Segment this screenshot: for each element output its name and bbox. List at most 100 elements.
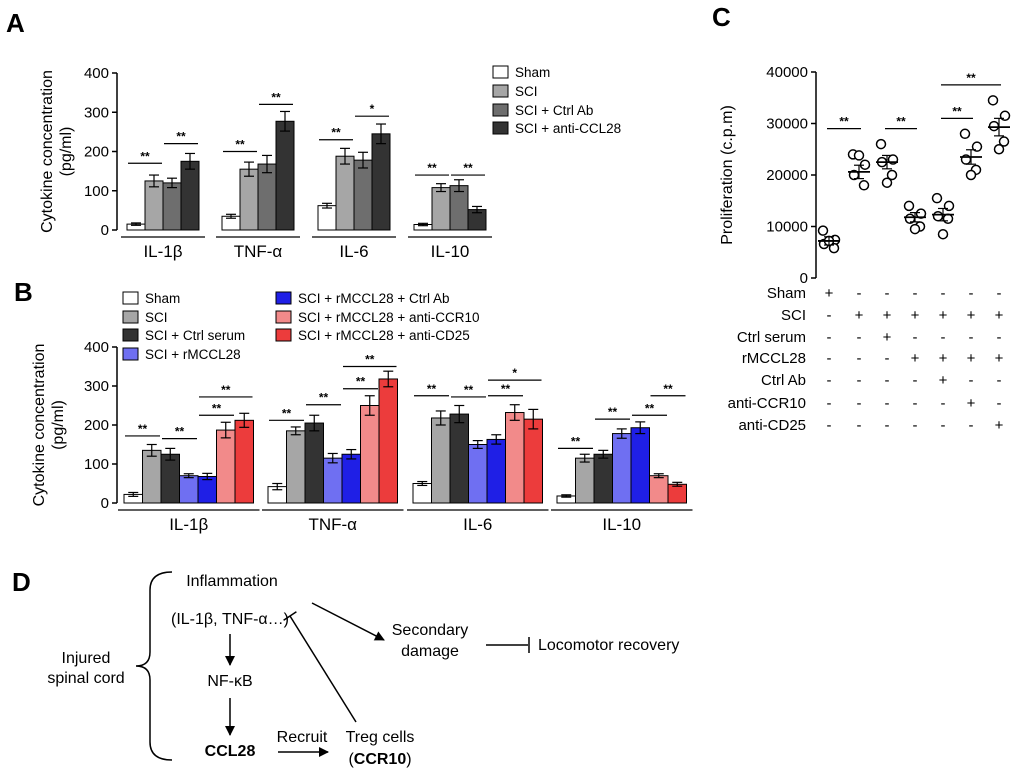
significance-label: ** bbox=[966, 71, 976, 85]
y-tick-label: 200 bbox=[84, 417, 109, 434]
y-tick-label: 0 bbox=[101, 222, 109, 239]
significance-label: ** bbox=[140, 149, 150, 163]
category-label: IL-6 bbox=[463, 515, 492, 534]
table-cell: - bbox=[913, 395, 918, 412]
bar bbox=[449, 185, 469, 231]
treg-ccr10-label: (CCR10) bbox=[348, 751, 411, 768]
bar bbox=[505, 412, 525, 504]
category-label: TNF-α bbox=[308, 515, 357, 534]
data-point bbox=[937, 228, 949, 240]
table-cell: + bbox=[825, 285, 834, 302]
data-point bbox=[909, 223, 921, 235]
injured-label-line1: Injured bbox=[62, 650, 111, 667]
legend-label: Sham bbox=[515, 65, 550, 80]
data-point bbox=[858, 180, 870, 191]
table-cell: + bbox=[995, 350, 1004, 367]
significance-label: ** bbox=[176, 130, 186, 144]
significance-label: ** bbox=[663, 382, 673, 396]
significance-label: ** bbox=[645, 401, 655, 415]
secondary-label-line1: Secondary bbox=[392, 622, 469, 639]
bar bbox=[575, 457, 595, 504]
table-row-label: anti-CCR10 bbox=[728, 395, 806, 412]
table-cell: + bbox=[911, 307, 920, 324]
y-tick-label: 300 bbox=[84, 378, 109, 395]
significance-label: ** bbox=[221, 383, 231, 397]
legend-label: SCI + Ctrl Ab bbox=[515, 103, 593, 118]
significance-label: ** bbox=[463, 161, 473, 175]
legend-label: SCI + rMCCL28 + anti-CD25 bbox=[298, 328, 470, 343]
bar bbox=[257, 163, 277, 231]
table-cell: + bbox=[939, 350, 948, 367]
significance-label: ** bbox=[212, 401, 222, 415]
y-axis-unit: (pg/ml) bbox=[50, 400, 67, 450]
table-cell: - bbox=[857, 285, 862, 302]
panel-a-bar-chart: 0 100 200 300 400 Cytokine concentration (pg/m… bbox=[39, 65, 621, 261]
inflammation-label: Inflammation bbox=[186, 573, 278, 590]
significance-label: ** bbox=[235, 138, 245, 152]
table-cell: - bbox=[885, 417, 890, 434]
secondary-label-line2: damage bbox=[401, 643, 459, 660]
table-cell: + bbox=[883, 329, 892, 346]
significance-label: ** bbox=[896, 115, 906, 129]
category-label: IL-1β bbox=[143, 242, 182, 261]
bar bbox=[431, 417, 451, 504]
y-axis-label: Proliferation (c.p.m) bbox=[719, 105, 736, 245]
table-cell: - bbox=[997, 395, 1002, 412]
bar bbox=[612, 433, 632, 504]
table-row-label: SCI bbox=[781, 307, 806, 324]
bar bbox=[323, 457, 343, 504]
legend-swatch bbox=[275, 291, 292, 305]
significance-label: ** bbox=[356, 375, 366, 389]
table-cell: - bbox=[827, 307, 832, 324]
bar bbox=[486, 438, 506, 504]
data-point bbox=[817, 225, 829, 236]
table-row-label: Sham bbox=[767, 285, 806, 302]
y-tick-label: 300 bbox=[84, 104, 109, 121]
category-label: IL-6 bbox=[339, 242, 368, 261]
bar bbox=[286, 430, 306, 504]
data-point bbox=[959, 128, 971, 140]
inhibit-treg-to-inflammation bbox=[289, 615, 357, 723]
locomotor-label: Locomotor recovery bbox=[538, 637, 679, 654]
significance-label: ** bbox=[365, 353, 375, 367]
significance-label: ** bbox=[464, 383, 474, 397]
table-cell: - bbox=[913, 285, 918, 302]
category-label: TNF-α bbox=[234, 242, 283, 261]
data-point bbox=[965, 169, 977, 181]
bar bbox=[317, 205, 337, 231]
table-cell: + bbox=[855, 307, 864, 324]
table-cell: + bbox=[911, 350, 920, 367]
significance-label: * bbox=[370, 102, 375, 116]
data-point bbox=[998, 136, 1010, 147]
legend-swatch bbox=[122, 310, 139, 324]
bar bbox=[431, 187, 451, 231]
data-point bbox=[932, 210, 944, 222]
table-cell: + bbox=[995, 307, 1004, 324]
significance-label: ** bbox=[175, 425, 185, 439]
y-axis-label: Cytokine concentration bbox=[39, 70, 56, 233]
significance-label: ** bbox=[138, 422, 148, 436]
y-tick-label: 0 bbox=[101, 495, 109, 512]
table-cell: - bbox=[913, 417, 918, 434]
legend-label: SCI + anti-CCL28 bbox=[515, 121, 621, 136]
bar bbox=[275, 120, 295, 231]
legend-label: SCI + rMCCL28 bbox=[145, 347, 241, 362]
bar bbox=[180, 160, 200, 231]
bar bbox=[162, 182, 182, 231]
data-point bbox=[881, 177, 893, 188]
significance-label: ** bbox=[501, 382, 511, 396]
legend-label: SCI bbox=[145, 310, 168, 325]
table-cell: - bbox=[827, 350, 832, 367]
table-cell: - bbox=[969, 329, 974, 346]
legend-label: SCI + Ctrl serum bbox=[145, 328, 245, 343]
bar bbox=[335, 155, 355, 231]
table-cell: - bbox=[997, 372, 1002, 389]
significance-label: ** bbox=[331, 126, 341, 140]
table-cell: + bbox=[967, 350, 976, 367]
data-point bbox=[931, 192, 943, 204]
bar bbox=[341, 453, 361, 504]
bar bbox=[239, 168, 259, 231]
significance-label: ** bbox=[571, 434, 581, 448]
legend-swatch bbox=[275, 310, 292, 324]
